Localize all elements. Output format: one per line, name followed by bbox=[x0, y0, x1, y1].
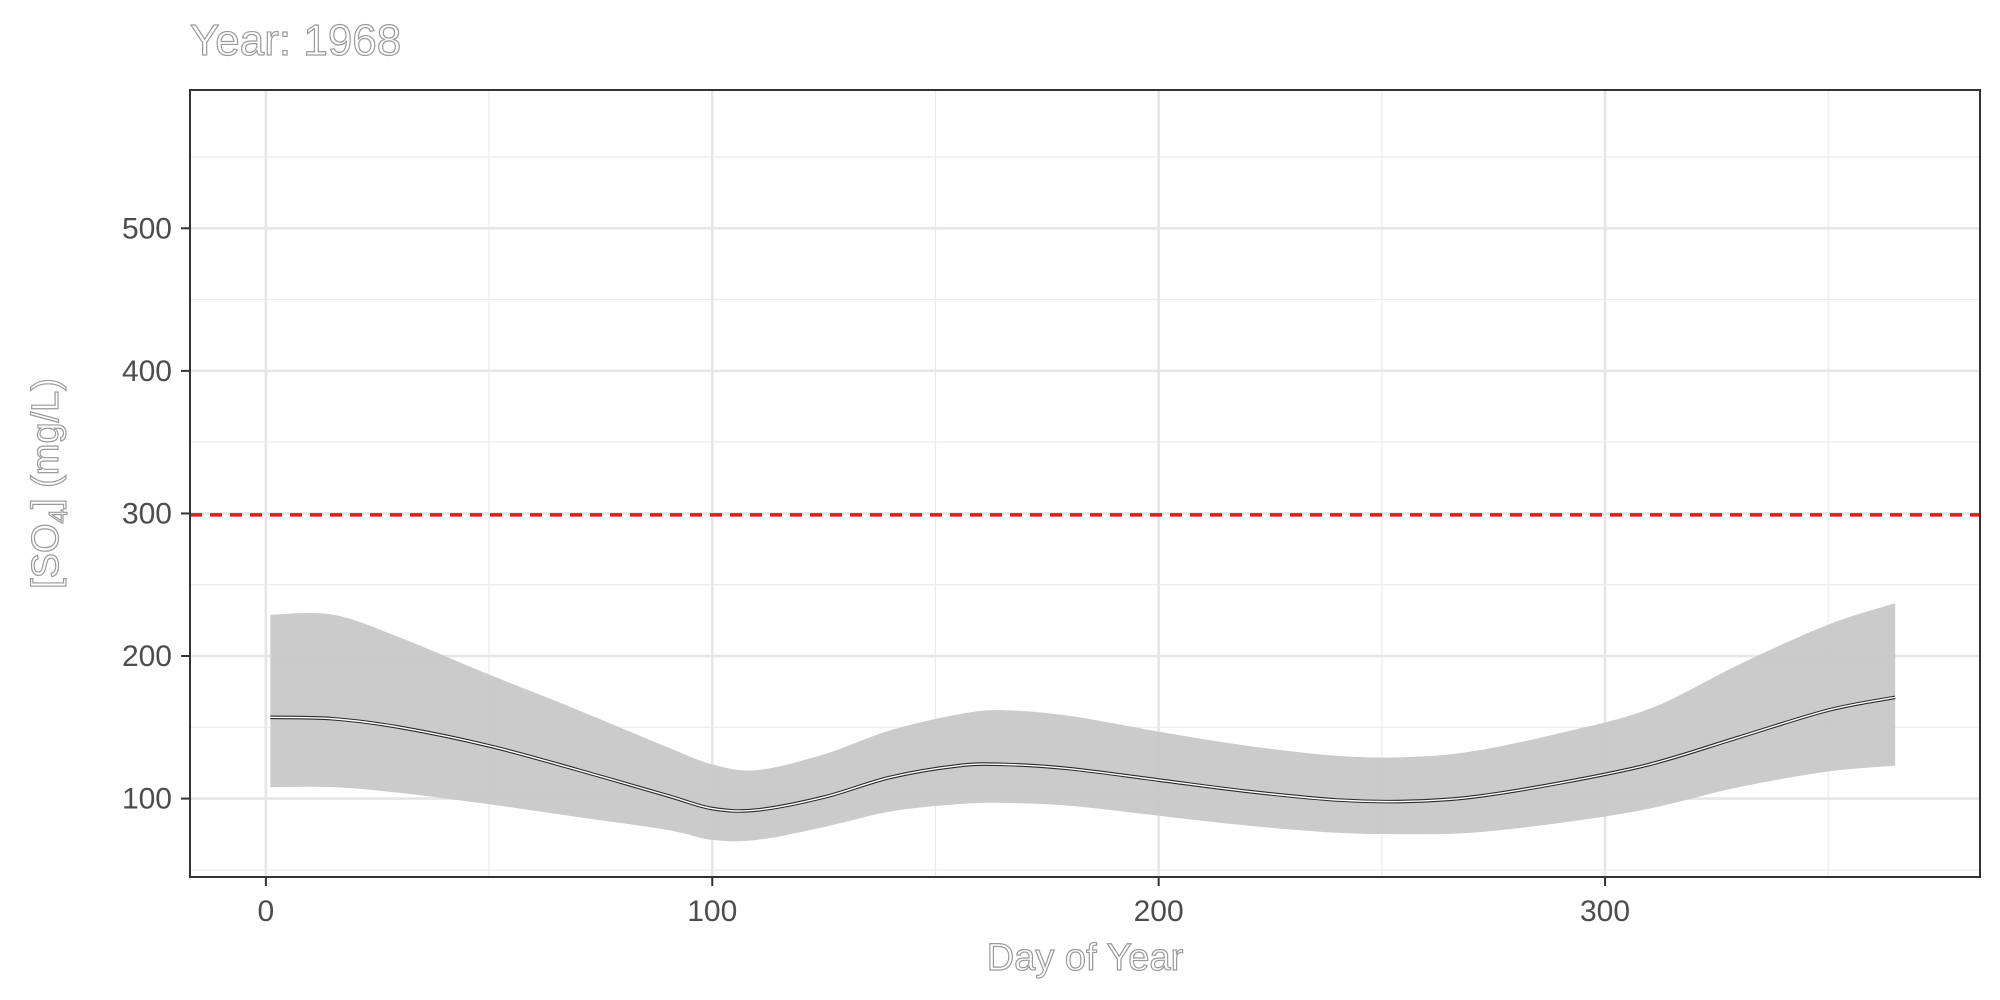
confidence-band bbox=[270, 603, 1896, 842]
y-tick-label: 200 bbox=[122, 640, 172, 673]
y-axis-title-suffix: ] (mg/L) bbox=[25, 378, 67, 509]
x-tick-label: 300 bbox=[1580, 895, 1630, 928]
panel-border bbox=[189, 89, 1981, 878]
fit-line-layer bbox=[270, 695, 1896, 813]
y-axis: 100 200 300 400 500 bbox=[122, 212, 190, 816]
x-axis: 0 100 200 300 bbox=[258, 877, 1630, 928]
y-tick-label: 100 bbox=[122, 783, 172, 816]
y-tick-label: 500 bbox=[122, 212, 172, 245]
confidence-band-layer bbox=[270, 603, 1896, 842]
x-tick-label: 0 bbox=[258, 895, 275, 928]
x-axis-title: Day of Year bbox=[987, 937, 1184, 979]
fit-line bbox=[270, 696, 1896, 812]
y-axis-title-subscript: 4 bbox=[43, 509, 73, 523]
y-axis-title: [SO4] (mg/L) bbox=[25, 378, 73, 589]
chart-title: Year: 1968 bbox=[190, 16, 401, 65]
y-tick-label: 400 bbox=[122, 355, 172, 388]
y-tick-label: 300 bbox=[122, 497, 172, 530]
y-axis-title-prefix: [SO bbox=[25, 523, 67, 588]
x-tick-label: 100 bbox=[687, 895, 737, 928]
x-tick-label: 200 bbox=[1134, 895, 1184, 928]
